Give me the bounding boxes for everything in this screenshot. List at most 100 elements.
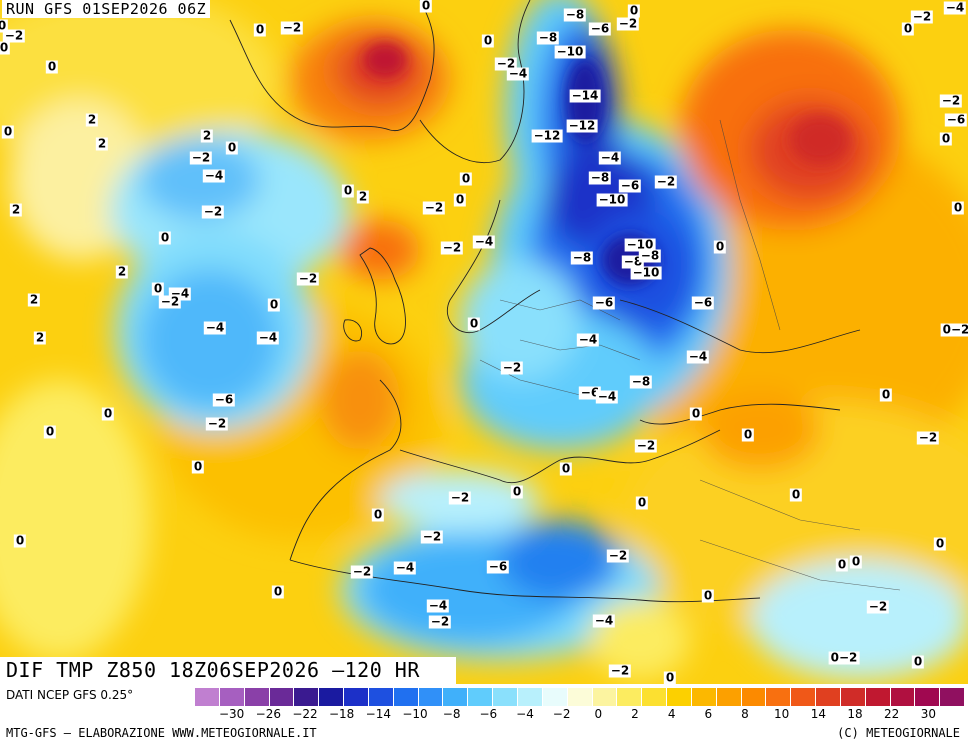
colorbar-swatch: [617, 688, 643, 706]
colorbar-tick-label: 2: [631, 707, 639, 721]
colorbar-swatch: [691, 688, 717, 706]
colorbar-tick-label: 14: [810, 707, 826, 721]
colorbar-swatch: [542, 688, 568, 706]
colorbar-tick-label: −26: [255, 707, 281, 721]
isoline-label: −10: [596, 192, 628, 207]
isoline-label: 0: [225, 140, 239, 155]
isoline-label: −4: [472, 234, 496, 249]
temperature-anomaly-map: [0, 0, 968, 684]
colorbar-tick-label: −30: [218, 707, 245, 721]
isoline-label: 2: [85, 112, 99, 127]
colorbar-swatch: [816, 688, 841, 706]
colorbar-swatch: [195, 688, 220, 706]
colorbar-swatch: [791, 688, 817, 706]
colorbar-swatch: [766, 688, 792, 706]
isoline-label: −12: [566, 118, 598, 133]
source-label: DATI NCEP GFS 0.25°: [6, 688, 134, 702]
isoline-label: −4: [426, 598, 450, 613]
isoline-label: 0: [933, 536, 947, 551]
isoline-label: 0: [689, 406, 703, 421]
colorbar-tick-label: −2: [552, 707, 571, 721]
isoline-label: −8: [629, 374, 653, 389]
colorbar-swatch: [517, 688, 543, 706]
isoline-label: −2: [866, 599, 890, 614]
colorbar-swatch: [344, 688, 369, 706]
isoline-label: −2: [350, 564, 374, 579]
isoline-label: −2: [494, 56, 518, 71]
isoline-label: 0: [713, 239, 727, 254]
colorbar-swatch: [493, 688, 518, 706]
isoline-label: 0: [0, 41, 11, 55]
isoline-label: −2: [158, 294, 182, 309]
colorbar-swatch: [368, 688, 394, 706]
isoline-label: −8: [638, 248, 662, 263]
colorbar-tick-label: 8: [741, 707, 749, 721]
isoline-label: 0: [0, 19, 9, 33]
isoline-label: 0−2: [828, 650, 860, 665]
isoline-label: −2: [500, 360, 524, 375]
isoline-label: −4: [576, 332, 600, 347]
isoline-label: 0: [191, 459, 205, 474]
colorbar-tick-label: 6: [704, 707, 713, 721]
isoline-label: −4: [506, 66, 530, 81]
colorbar-tick-label: −18: [328, 707, 355, 721]
isoline-label: 0: [663, 670, 677, 684]
isoline-label: −2: [189, 150, 213, 165]
isoline-label: 0: [419, 0, 433, 13]
colorbar-swatch: [865, 688, 891, 706]
isoline-label: −6: [592, 295, 616, 310]
isoline-label: −2: [448, 490, 472, 505]
isoline-label: −6: [486, 559, 510, 574]
isoline-label: 2: [115, 264, 129, 279]
isoline-label: −2: [939, 93, 963, 108]
colorbar-ticks: −30 −26 −22 −18 −14 −10 −8 −6 −4 −2 0 2 4 6 8 10 14 18 22 3…: [195, 707, 965, 723]
isoline-label: −2: [440, 240, 464, 255]
isoline-label: −10: [630, 265, 662, 280]
map-area: −8 −6 −2 −8 −10 −2 −4 −14 −12 −12 −4 −8 −6 −2 −10 −10 −8…: [0, 0, 968, 684]
colorbar-tick-label: 0: [594, 707, 603, 721]
isoline-label: −2: [201, 204, 225, 219]
colorbar-tick-label: −6: [479, 707, 498, 721]
isoline-label: −8: [588, 170, 612, 185]
isoline-label: 0: [635, 495, 649, 510]
footer-credit: MTG-GFS – ELABORAZIONE WWW.METEOGIORNALE…: [6, 726, 317, 740]
colorbar-tick-label: −14: [365, 707, 391, 721]
isoline-label: 0: [951, 200, 965, 215]
isoline-label: −2: [616, 16, 640, 31]
colorbar-swatch: [741, 688, 767, 706]
product-label: DIF TMP Z850 18Z06SEP2026 –120 HR: [0, 657, 456, 684]
isoline-label: −12: [531, 128, 563, 143]
colorbar-tick-label: −10: [402, 707, 428, 721]
isoline-label: −8: [563, 7, 587, 22]
isoline-label: 0: [101, 406, 115, 421]
isoline-label: 0: [911, 654, 925, 669]
colorbar-tick-label: −8: [442, 707, 461, 721]
colorbar-swatch: [716, 688, 742, 706]
colorbar-swatch: [393, 688, 419, 706]
isoline-label: −4: [592, 613, 616, 628]
colorbar-tick-label: −4: [516, 707, 534, 721]
isoline-label: 0: [371, 507, 385, 522]
colorbar-swatch: [592, 688, 618, 706]
isoline-label: −4: [598, 150, 622, 165]
colorbar-swatch: [319, 688, 345, 706]
colorbar-tick-label: −22: [292, 707, 318, 721]
isoline-label: 0: [13, 533, 27, 548]
isoline-label: 2: [200, 128, 214, 143]
isoline-label: −8: [570, 250, 594, 265]
isoline-label: −4: [203, 320, 227, 335]
isoline-label: 2: [9, 202, 23, 217]
isoline-label: 0: [271, 584, 285, 599]
isoline-label: −2: [280, 20, 304, 35]
isoline-label: −2: [910, 9, 934, 24]
isoline-label: 0: [789, 487, 803, 502]
isoline-label: 2: [27, 292, 41, 307]
colorbar-tick-label: 18: [847, 707, 863, 721]
isoline-label: 0: [253, 22, 267, 37]
isoline-label: −4: [686, 349, 710, 364]
isoline-label: −14: [569, 88, 601, 103]
isoline-label: 0: [158, 230, 172, 245]
isoline-label: 0: [45, 59, 59, 74]
isoline-label: −2: [2, 28, 26, 43]
isoline-label: −6: [691, 295, 715, 310]
